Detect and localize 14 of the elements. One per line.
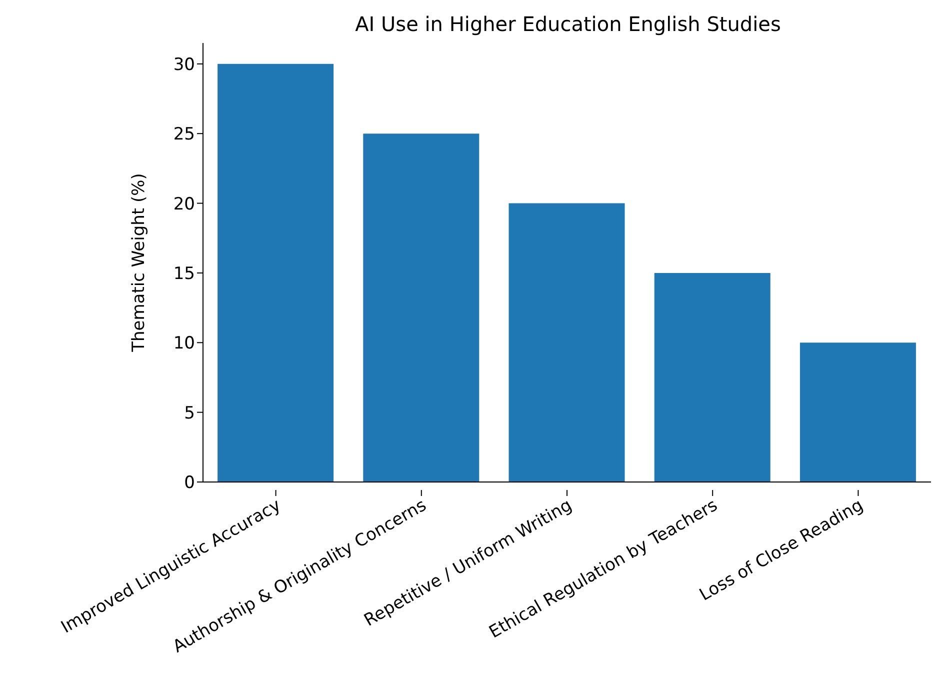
y-tick-label: 15: [173, 264, 195, 284]
y-tick-label: 5: [184, 403, 195, 424]
bar: [800, 342, 916, 482]
bar: [218, 64, 334, 482]
y-tick-label: 30: [173, 54, 195, 75]
y-tick-label: 0: [184, 473, 195, 494]
y-axis-title: Thematic Weight (%): [129, 173, 150, 353]
y-tick-label: 10: [173, 334, 195, 354]
bar: [654, 272, 770, 482]
bar: [508, 203, 625, 482]
chart-title: AI Use in Higher Education English Studies: [354, 12, 782, 36]
y-tick-label: 20: [173, 194, 195, 214]
bar: [363, 134, 480, 482]
y-tick-label: 25: [173, 124, 195, 145]
